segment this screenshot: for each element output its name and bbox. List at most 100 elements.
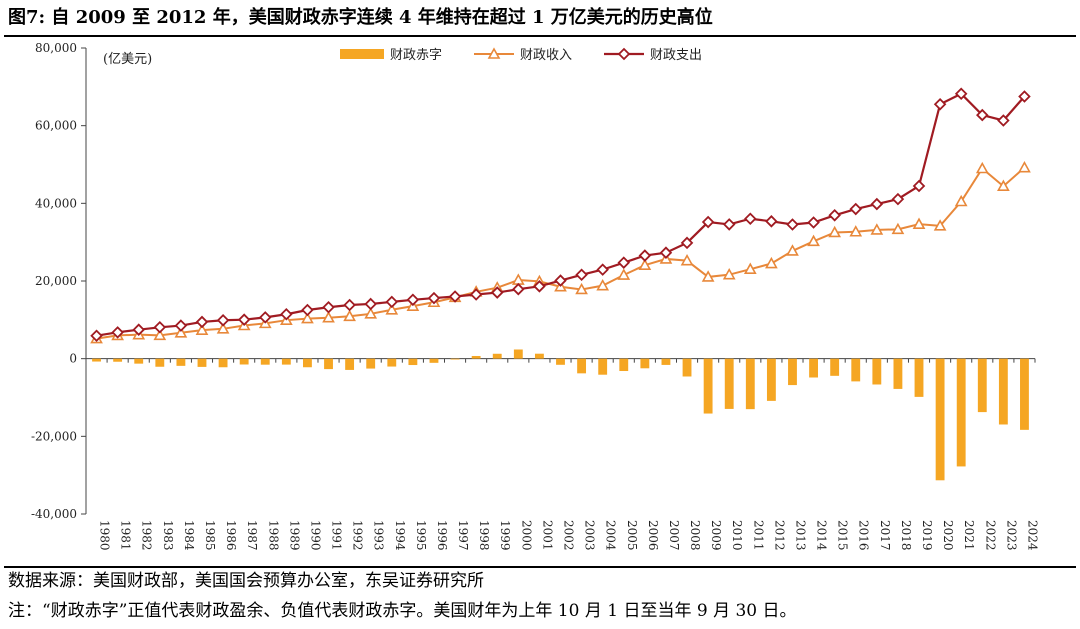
- x-tick-label: 2016: [857, 520, 871, 551]
- deficit-bar: [830, 358, 840, 376]
- y-tick-label: 20,000: [35, 274, 77, 288]
- revenue-point: [997, 179, 1010, 192]
- spending-point: [554, 274, 567, 287]
- revenue-point: [195, 323, 209, 335]
- x-tick-label: 1981: [119, 520, 133, 551]
- legend-label-spending: 财政支出: [650, 48, 702, 63]
- deficit-bar: [513, 349, 523, 359]
- revenue-point: [364, 307, 378, 319]
- revenue-point: [743, 262, 757, 274]
- spending-point: [1018, 90, 1031, 103]
- deficit-bar: [977, 358, 987, 413]
- spending-point: [322, 300, 335, 314]
- deficit-bar: [809, 358, 818, 378]
- deficit-bar: [471, 355, 481, 359]
- x-tick-label: 2024: [1025, 520, 1039, 551]
- x-tick-label: 1992: [351, 520, 365, 551]
- deficit-bar: [788, 358, 797, 386]
- x-tick-label: 2008: [688, 520, 702, 551]
- spending-point: [976, 108, 989, 122]
- revenue-point: [786, 244, 799, 256]
- x-tick-label: 2017: [878, 520, 892, 551]
- spending-point: [132, 323, 145, 336]
- deficit-bar: [218, 358, 228, 368]
- x-tick-label: 2015: [836, 520, 850, 551]
- x-tick-label: 1994: [393, 520, 407, 551]
- spending-point: [765, 215, 778, 228]
- x-tick-label: 2003: [583, 520, 597, 551]
- x-tick-label: 2000: [519, 520, 533, 551]
- legend-marker-revenue: [487, 47, 501, 59]
- deficit-bar: [956, 358, 966, 467]
- deficit-bar: [366, 358, 376, 369]
- revenue-point: [701, 270, 715, 282]
- spending-point: [912, 179, 926, 193]
- y-tick-label: -40,000: [31, 507, 77, 521]
- spending-point: [216, 313, 230, 327]
- deficit-bar: [619, 358, 629, 372]
- x-tick-label: 1984: [182, 520, 196, 551]
- revenue-line: [96, 166, 1026, 340]
- revenue-point: [301, 311, 314, 324]
- x-tick-label: 1983: [161, 520, 175, 551]
- deficit-bar: [92, 358, 101, 362]
- deficit-bar: [303, 358, 312, 368]
- spending-point: [659, 246, 673, 259]
- revenue-point: [765, 256, 778, 269]
- spending-point: [195, 315, 209, 329]
- spending-point: [933, 97, 947, 111]
- revenue-point: [807, 234, 820, 247]
- x-tick-label: 1998: [477, 520, 491, 551]
- y-unit-label: (亿美元): [103, 52, 152, 67]
- revenue-point: [933, 219, 947, 231]
- spending-point: [469, 288, 483, 301]
- spending-line: [96, 92, 1026, 337]
- spending-point: [786, 218, 799, 231]
- x-tick-label: 1996: [435, 520, 449, 551]
- x-tick-label: 1988: [266, 520, 280, 551]
- deficit-bar: [556, 358, 565, 365]
- x-tick-label: 2001: [540, 520, 554, 551]
- revenue-point: [153, 328, 167, 341]
- revenue-point: [343, 309, 356, 322]
- spending-point: [174, 319, 188, 332]
- deficit-bar: [260, 358, 270, 365]
- y-tick-labels: -40,000 -20,000 0 20,000 40,000 60,000 80,000: [31, 41, 77, 521]
- deficit-bar: [324, 358, 333, 370]
- spending-point: [90, 329, 103, 342]
- revenue-point: [617, 268, 631, 280]
- deficit-bar: [640, 358, 650, 369]
- figure-title: 图7: 自 2009 至 2012 年，美国财政赤字连续 4 年维持在超过 1 …: [8, 7, 713, 28]
- x-tick-label: 2013: [793, 520, 807, 551]
- revenue-point: [575, 282, 588, 295]
- spending-point: [954, 87, 968, 101]
- revenue-point: [975, 161, 989, 174]
- spending-point: [427, 291, 441, 305]
- spending-point: [448, 290, 462, 303]
- spending-point: [343, 298, 356, 312]
- revenue-point: [870, 223, 884, 235]
- x-tick-label: 1991: [330, 520, 344, 551]
- deficit-bar: [935, 358, 945, 481]
- x-tick-label: 2022: [983, 520, 997, 551]
- spending-point: [280, 307, 293, 321]
- revenue-point: [722, 268, 736, 280]
- x-tick-label: 2002: [562, 520, 576, 551]
- x-tick-label: 2009: [709, 520, 723, 551]
- revenue-point: [174, 326, 188, 338]
- revenue-point: [849, 225, 863, 237]
- deficit-bar: [239, 358, 249, 365]
- revenue-point: [385, 303, 399, 315]
- y-tick-label: -20,000: [31, 429, 77, 443]
- spending-point: [596, 263, 609, 276]
- deficit-bar: [450, 358, 460, 360]
- spending-point: [638, 249, 652, 262]
- spending-point: [258, 311, 272, 324]
- y-tick-label: 0: [69, 352, 77, 366]
- x-tick-label: 1982: [140, 520, 154, 551]
- deficit-bar: [745, 358, 755, 410]
- x-tick-label: 2006: [646, 520, 660, 551]
- deficit-bar: [577, 358, 587, 374]
- x-tick-label: 1989: [287, 520, 301, 551]
- revenue-point: [680, 254, 694, 266]
